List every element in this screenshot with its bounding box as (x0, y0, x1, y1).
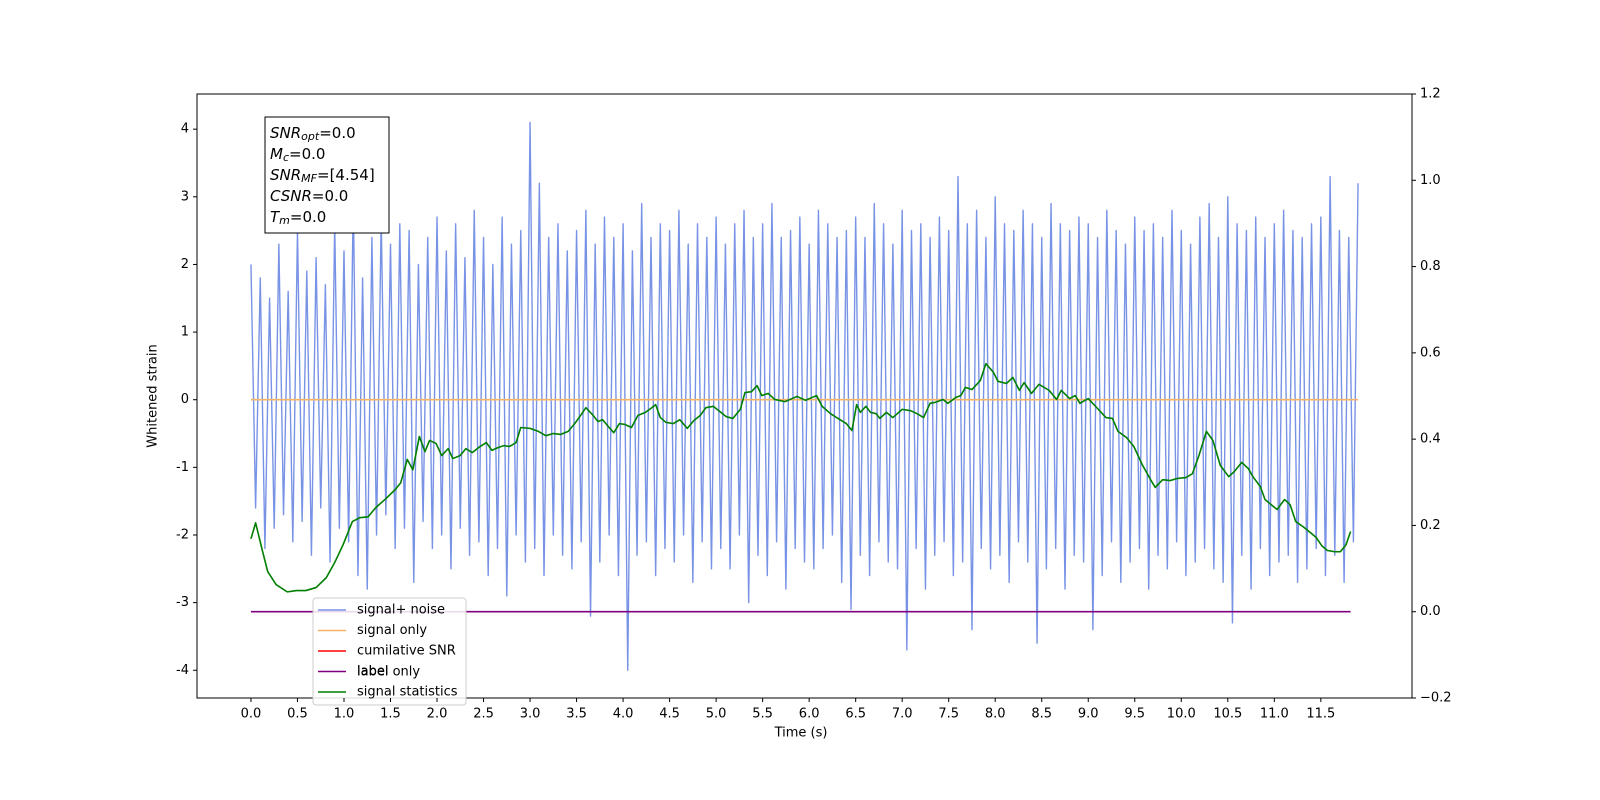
annotation-line: Mc=0.0 (270, 145, 325, 165)
x-tick-label: 10.0 (1167, 707, 1196, 722)
y-tick-label: 0 (181, 392, 189, 407)
y-tick-label: -2 (176, 527, 189, 542)
legend: label only signal+ noise signal only cumila… (318, 603, 458, 700)
annotation-line: Tm=0.0 (270, 208, 326, 228)
x-tick-label: 5.0 (706, 707, 727, 722)
legend-ghost-label: label only (357, 665, 420, 680)
y2-tick-label: 0.6 (1420, 345, 1441, 360)
series-line (250, 121, 1359, 671)
x-tick-label: 4.5 (659, 707, 680, 722)
annotation-line: SNRopt=0.0 (270, 124, 356, 144)
y2-tick-label: 0.2 (1420, 518, 1441, 533)
annotation-value: =0.0 (312, 187, 348, 205)
y-tick-label: -4 (176, 663, 189, 678)
annotation-value: =0.0 (290, 208, 326, 226)
x-tick-label: 6.5 (845, 707, 866, 722)
x-tick-label: 2.0 (427, 707, 448, 722)
y-tick-label: 2 (181, 257, 189, 272)
x-axis-label: Time (s) (774, 726, 828, 741)
annotation-subscript: c (283, 151, 289, 164)
x-tick-label: 1.0 (334, 707, 355, 722)
legend-label: signal+ noise (357, 603, 445, 618)
legend-label: signal only (357, 623, 427, 638)
y-tick-label: 1 (181, 325, 189, 340)
y2-tick-label: 0.0 (1420, 604, 1441, 619)
series-line (250, 362, 1352, 593)
legend-label: signal statistics (357, 685, 458, 700)
y2-tick-label: 0.4 (1420, 432, 1441, 447)
legend-label: cumilative SNR (357, 644, 456, 659)
x-tick-label: 8.5 (1031, 707, 1052, 722)
annotation: SNRopt=0.0Mc=0.0SNRMF=[4.54]CSNR=0.0Tm=0… (270, 124, 375, 228)
y-tick-label: 3 (181, 189, 189, 204)
x-tick-label: 5.5 (752, 707, 773, 722)
x-tick-label: 0.0 (241, 707, 262, 722)
annotation-symbol: SNR (270, 166, 301, 184)
annotation-value: =0.0 (289, 145, 325, 163)
x-tick-label: 4.0 (613, 707, 634, 722)
y2-tick-label: 0.8 (1420, 259, 1441, 274)
annotation-subscript: MF (301, 172, 317, 185)
x-tick-label: 3.5 (566, 707, 587, 722)
x-tick-label: 8.0 (985, 707, 1006, 722)
annotation-line: CSNR=0.0 (270, 187, 348, 205)
x-tick-label: 10.5 (1213, 707, 1242, 722)
x-tick-label: 11.5 (1306, 707, 1335, 722)
x-tick-label: 11.0 (1260, 707, 1289, 722)
y2-tick-label: −0.2 (1420, 691, 1452, 706)
y-tick-label: 4 (181, 122, 189, 137)
axes-frame (196, 93, 1413, 699)
x-tick-label: 7.5 (938, 707, 959, 722)
annotation-subscript: m (279, 214, 290, 227)
annotation-symbol: M (270, 145, 283, 163)
y2-tick-label: 1.2 (1420, 87, 1441, 102)
x-tick-label: 2.5 (473, 707, 494, 722)
annotation-box (264, 116, 390, 234)
annotation-value: =[4.54] (317, 166, 375, 184)
annotation-symbol: CSNR (270, 187, 312, 205)
y-tick-label: -3 (176, 595, 189, 610)
y2-tick-label: 1.0 (1420, 173, 1441, 188)
x-tick-label: 9.5 (1124, 707, 1145, 722)
annotation-subscript: opt (301, 130, 320, 143)
annotation-symbol: T (270, 208, 281, 226)
x-tick-label: 1.5 (380, 707, 401, 722)
x-tick-label: 6.0 (799, 707, 820, 722)
annotation-symbol: SNR (270, 124, 301, 142)
x-tick-label: 7.0 (892, 707, 913, 722)
legend-box (312, 597, 467, 706)
x-tick-label: 9.0 (1078, 707, 1099, 722)
x-tick-label: 0.5 (287, 707, 308, 722)
y-axis-label: Whitened strain (146, 344, 161, 447)
annotation-line: SNRMF=[4.54] (270, 166, 375, 186)
legend-label: label (357, 664, 388, 679)
x-tick-label: 3.0 (520, 707, 541, 722)
annotation-value: =0.0 (319, 124, 355, 142)
y-tick-label: -1 (176, 460, 189, 475)
